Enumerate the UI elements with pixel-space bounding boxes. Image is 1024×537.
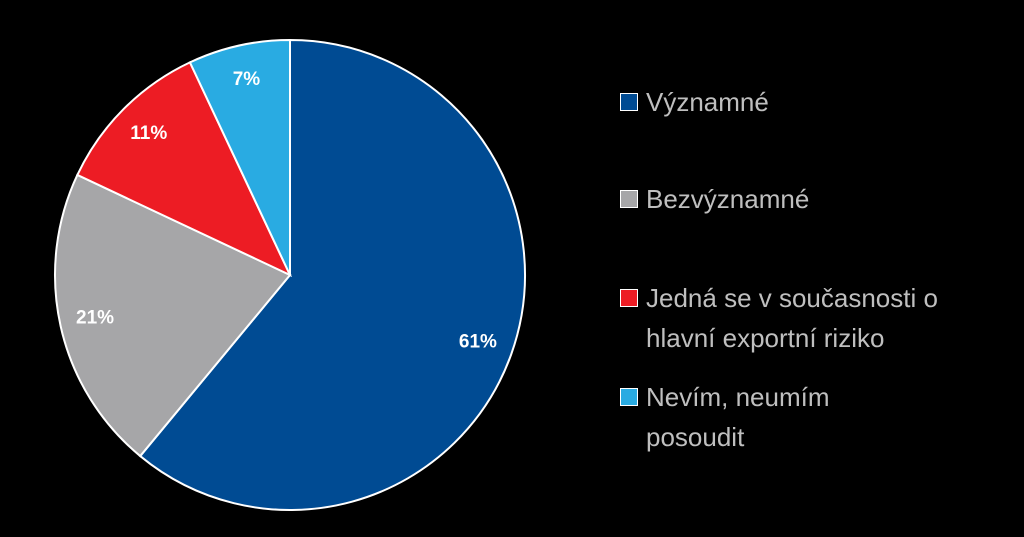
data-label: 11%	[130, 123, 167, 144]
legend-swatch	[620, 190, 638, 208]
legend-label: Nevím, neumím posoudit	[646, 382, 830, 452]
legend-item: Nevím, neumím posoudit	[620, 377, 840, 457]
data-label: 21%	[76, 308, 114, 329]
legend-item: Jedná se v současnosti o hlavní exportní…	[620, 278, 1000, 358]
pie-slice	[54, 173, 292, 458]
legend-item: Bezvýznamné	[620, 179, 1000, 219]
legend-item: Významné	[620, 82, 1000, 122]
legend-swatch	[620, 289, 638, 307]
pie-slice	[138, 38, 526, 511]
legend-label: Významné	[646, 87, 769, 117]
legend-label: Jedná se v současnosti o hlavní exportní…	[646, 283, 938, 353]
legend-swatch	[620, 93, 638, 111]
legend-label: Bezvýznamné	[646, 184, 810, 214]
pie-slice	[76, 61, 293, 278]
legend: Významné Bezvýznamné Jedná se v současnost…	[620, 0, 1024, 537]
pie-chart: 61% 21% 11% 7%	[54, 38, 526, 511]
pie-slice	[188, 38, 291, 276]
data-label: 61%	[459, 332, 497, 353]
data-label: 7%	[233, 69, 261, 90]
legend-swatch	[620, 388, 638, 406]
